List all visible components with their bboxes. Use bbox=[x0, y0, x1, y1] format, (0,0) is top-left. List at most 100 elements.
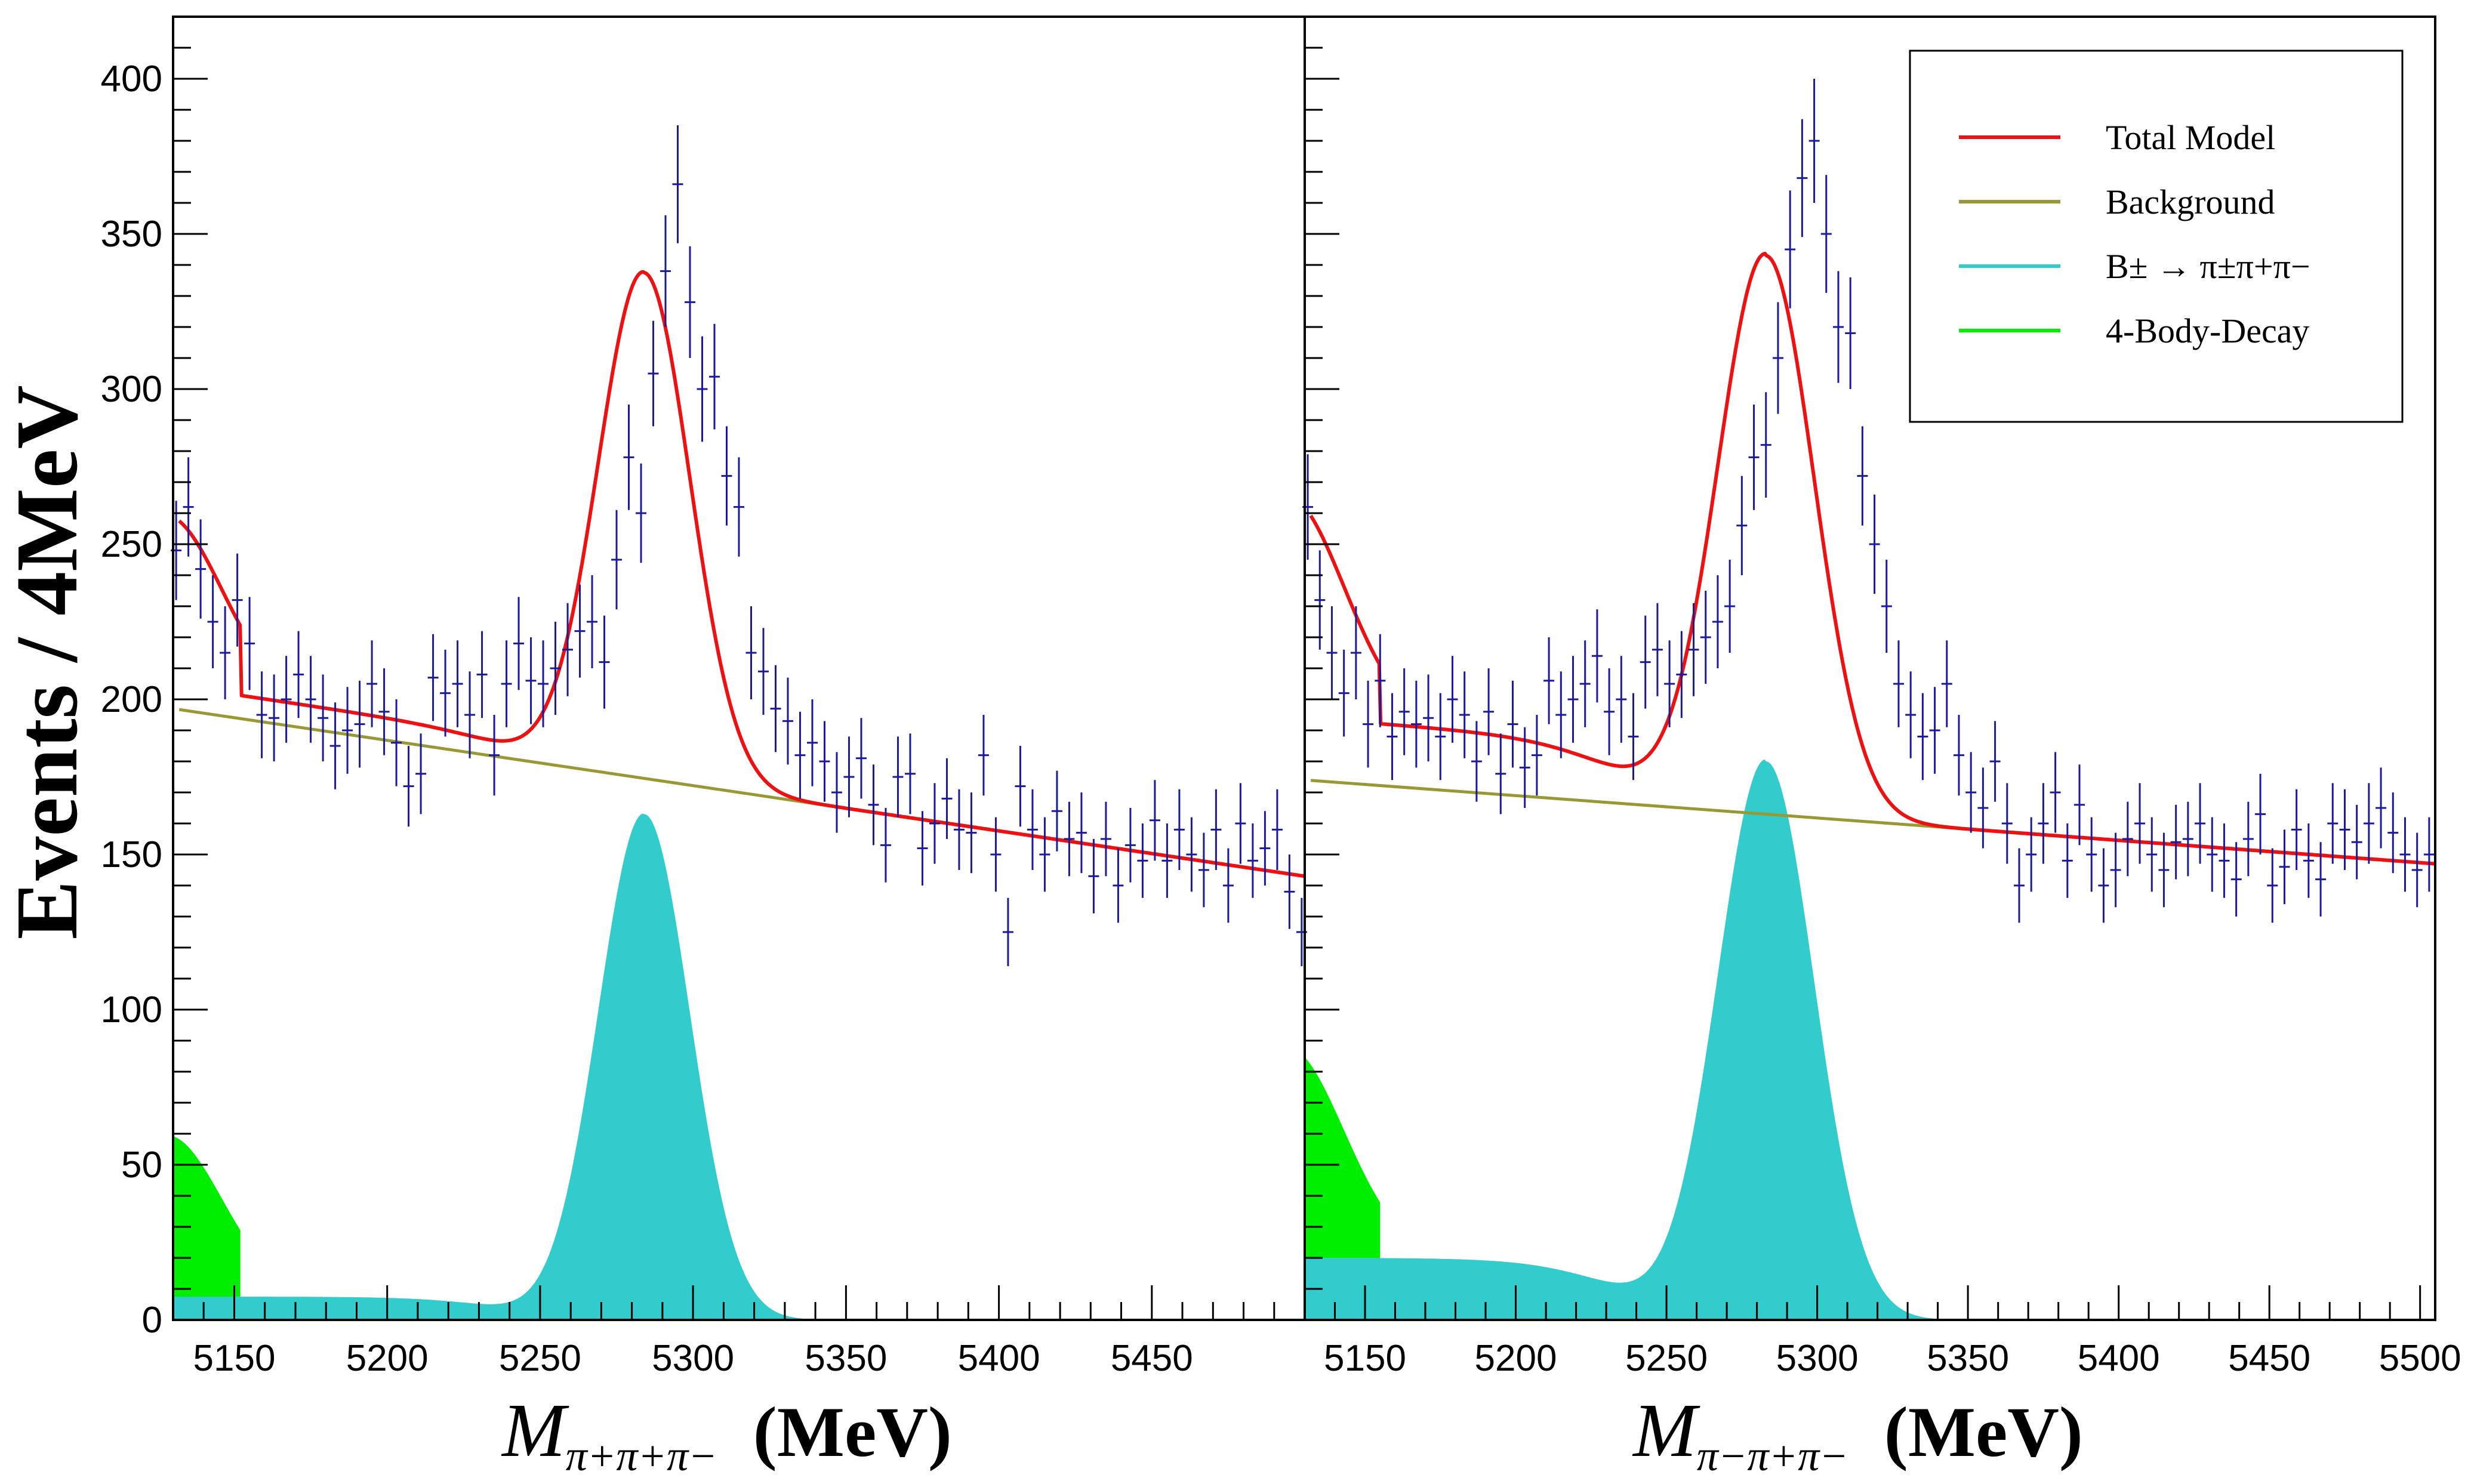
x-axis-title: Mπ−π+π− (MeV) bbox=[1632, 1388, 2083, 1480]
data-point bbox=[269, 674, 280, 761]
x-axis-title-unit: (MeV) bbox=[753, 1392, 952, 1471]
data-point bbox=[440, 649, 451, 737]
data-point bbox=[391, 699, 402, 786]
data-point bbox=[905, 733, 916, 814]
x-tick-label: 5350 bbox=[805, 1338, 887, 1379]
data-point bbox=[819, 721, 830, 802]
data-point bbox=[1954, 715, 1964, 796]
data-point bbox=[2110, 832, 2121, 908]
data-point bbox=[1210, 789, 1222, 870]
data-point bbox=[1338, 649, 1350, 737]
data-point bbox=[2303, 823, 2314, 898]
data-point bbox=[1363, 680, 1374, 768]
data-point bbox=[1015, 746, 1026, 827]
data-point bbox=[648, 320, 659, 427]
x-tick-label: 5300 bbox=[652, 1338, 734, 1379]
data-point bbox=[2255, 773, 2266, 854]
data-point bbox=[1869, 494, 1880, 594]
data-point bbox=[2038, 783, 2049, 864]
data-point bbox=[538, 640, 549, 727]
data-point bbox=[1002, 897, 1013, 967]
data-point bbox=[1820, 175, 1832, 293]
data-point bbox=[1773, 302, 1783, 414]
data-point bbox=[329, 702, 341, 789]
total-model-line-panel-1 bbox=[178, 270, 1305, 878]
data-point bbox=[476, 631, 488, 718]
data-point bbox=[354, 680, 365, 768]
y-tick-label: 100 bbox=[101, 989, 162, 1031]
data-point bbox=[2062, 823, 2073, 898]
data-point bbox=[2376, 767, 2387, 849]
y-tick-label: 400 bbox=[101, 58, 162, 100]
data-point bbox=[305, 656, 316, 743]
data-point bbox=[1113, 848, 1124, 923]
x-tick-label: 5150 bbox=[193, 1338, 276, 1379]
data-point bbox=[2339, 789, 2350, 870]
data-point bbox=[2158, 832, 2170, 908]
data-point bbox=[954, 789, 965, 870]
data-point bbox=[868, 764, 879, 846]
data-point bbox=[1161, 823, 1173, 898]
data-point bbox=[1652, 603, 1663, 696]
data-point bbox=[1222, 848, 1234, 923]
x-tick-label: 5350 bbox=[1927, 1338, 2009, 1379]
data-point bbox=[464, 671, 476, 758]
data-point bbox=[1857, 426, 1868, 526]
data-point bbox=[2098, 848, 2109, 923]
data-point bbox=[1198, 832, 1209, 908]
data-point bbox=[672, 125, 683, 243]
x-axis-title-main: M bbox=[501, 1388, 569, 1473]
data-point bbox=[1483, 668, 1495, 755]
x-tick-label: 5500 bbox=[2379, 1338, 2461, 1379]
data-point bbox=[2050, 752, 2061, 833]
data-point bbox=[550, 622, 561, 715]
data-point bbox=[2267, 848, 2278, 923]
data-point bbox=[1929, 687, 1940, 774]
data-point bbox=[562, 603, 573, 696]
data-point bbox=[2423, 817, 2435, 892]
signal-fill-panel-1 bbox=[173, 813, 1305, 1320]
data-point bbox=[966, 792, 977, 874]
data-point bbox=[1507, 680, 1518, 768]
data-point bbox=[2363, 783, 2374, 864]
data-point bbox=[1579, 640, 1591, 727]
data-point bbox=[1700, 591, 1711, 684]
data-point bbox=[2195, 783, 2205, 864]
data-point bbox=[2122, 801, 2133, 877]
data-point bbox=[2327, 783, 2338, 864]
data-point bbox=[1423, 674, 1434, 761]
data-point bbox=[195, 519, 207, 619]
data-point bbox=[1881, 560, 1892, 653]
data-point bbox=[1760, 392, 1771, 498]
y-tick-label: 350 bbox=[101, 214, 162, 255]
data-point bbox=[794, 711, 806, 799]
plot-frame-panel-1 bbox=[172, 16, 1306, 1321]
data-point bbox=[1039, 817, 1050, 892]
legend-label: Total Model bbox=[2106, 118, 2275, 157]
data-point bbox=[452, 640, 463, 727]
data-point bbox=[427, 634, 439, 721]
x-axis-title-main: M bbox=[1632, 1388, 1700, 1473]
data-point bbox=[1350, 606, 1361, 699]
y-tick-label: 200 bbox=[101, 679, 162, 720]
data-point bbox=[1941, 640, 1952, 727]
data-point bbox=[1664, 640, 1675, 727]
data-point bbox=[220, 606, 231, 699]
data-point bbox=[1604, 668, 1615, 755]
data-point bbox=[2351, 804, 2362, 880]
data-point bbox=[2026, 817, 2037, 892]
data-point bbox=[1567, 656, 1579, 743]
y-axis-title: Events / 4MeV bbox=[0, 385, 96, 940]
data-point bbox=[281, 656, 292, 743]
data-point bbox=[587, 575, 597, 668]
data-point bbox=[1027, 789, 1038, 870]
data-point bbox=[1833, 271, 1844, 383]
x-tick-label: 5300 bbox=[1776, 1338, 1859, 1379]
data-point bbox=[293, 631, 304, 718]
legend-box bbox=[1909, 50, 2404, 423]
data-point bbox=[1688, 603, 1699, 696]
data-point bbox=[1724, 560, 1736, 653]
data-point bbox=[574, 584, 586, 678]
data-point bbox=[1785, 190, 1796, 308]
data-point bbox=[1410, 680, 1422, 768]
